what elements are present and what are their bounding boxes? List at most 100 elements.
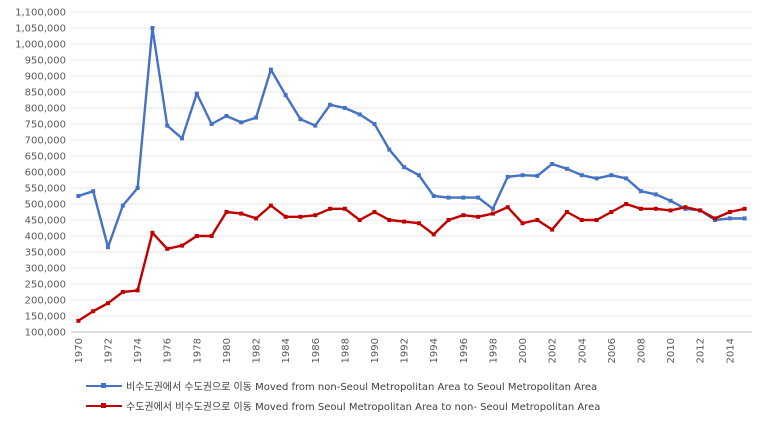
series-1-point-1977: [180, 136, 185, 141]
series-1-point-1996: [461, 195, 466, 200]
series-2-point-1970: [76, 318, 81, 323]
series-2-point-2003: [564, 210, 569, 214]
x-tick-label-1998: 1998: [488, 338, 499, 363]
legend-label-series-1: 비수도권에서 수도권으로 이동 Moved from non-Seoul Met…: [126, 382, 598, 393]
series-1-point-1995: [446, 195, 451, 200]
series-2-point-1984: [283, 214, 288, 219]
series-2-point-2007: [624, 202, 629, 206]
x-tick-label-2002: 2002: [548, 338, 559, 363]
series-1-point-2007: [624, 176, 629, 181]
series-2-point-2002: [550, 227, 555, 232]
x-tick-label-1978: 1978: [192, 338, 203, 363]
y-tick-label-14: 800,000: [25, 104, 66, 115]
series-1-point-2000: [520, 173, 525, 178]
x-tick-label-2012: 2012: [696, 338, 707, 363]
series-1-point-2006: [609, 173, 614, 178]
legend-item-series-1: 비수도권에서 수도권으로 이동 Moved from non-Seoul Met…: [86, 378, 597, 393]
series-1-point-2015: [742, 216, 747, 221]
y-tick-label-20: 1,100,000: [15, 8, 66, 19]
series-1-point-1980: [224, 114, 229, 118]
y-tick-label-1: 150,000: [25, 312, 66, 323]
x-tick-label-1984: 1984: [281, 338, 292, 363]
legend-label-series-2: 수도권에서 비수도권으로 이동 Moved from Seoul Metropo…: [126, 402, 601, 413]
series-2-point-2001: [535, 218, 540, 222]
y-tick-label-2: 200,000: [25, 296, 66, 307]
y-tick-label-19: 1,050,000: [15, 24, 66, 35]
series-1-point-1984: [283, 93, 288, 98]
x-tick-label-1972: 1972: [104, 338, 115, 363]
series-2-point-1976: [165, 246, 170, 251]
series-2-point-1993: [416, 221, 421, 226]
series-1-point-1982: [254, 115, 259, 120]
series-1-point-2003: [564, 166, 569, 171]
series-2-point-2005: [594, 218, 599, 222]
series-2-point-1992: [402, 219, 407, 224]
series-1-point-2010: [668, 198, 673, 203]
series-2-point-2015: [742, 206, 747, 211]
series-2-point-2011: [683, 205, 688, 210]
series-2-point-1986: [313, 213, 318, 218]
series-1-line: [78, 26, 745, 249]
series-2-point-1994: [431, 232, 436, 237]
series-2-point-1973: [120, 290, 125, 294]
series-1-point-1983: [268, 67, 273, 72]
x-tick-label-1980: 1980: [222, 338, 233, 363]
y-tick-label-17: 950,000: [25, 56, 66, 67]
series-2-line: [77, 202, 745, 322]
legend-item-series-2: 수도권에서 비수도권으로 이동 Moved from Seoul Metropo…: [86, 398, 600, 413]
legend-swatch-series-1: [86, 380, 122, 392]
x-tick-label-1970: 1970: [74, 338, 85, 363]
series-1-point-2014: [727, 216, 732, 221]
series-2-point-2012: [698, 208, 703, 213]
series-2-point-1991: [387, 218, 392, 222]
x-tick-label-2010: 2010: [666, 338, 677, 363]
series-1-point-1987: [328, 102, 333, 107]
y-tick-label-12: 700,000: [25, 136, 66, 147]
series-2-point-2004: [579, 218, 584, 222]
y-tick-label-5: 350,000: [25, 248, 66, 259]
series-1-point-1985: [298, 117, 303, 122]
x-tick-label-2000: 2000: [518, 338, 529, 363]
series-1-point-2002: [550, 162, 555, 166]
series-2-point-1990: [372, 210, 377, 214]
x-tick-label-2014: 2014: [725, 338, 736, 363]
series-2-point-1982: [254, 216, 259, 221]
x-axis-tick-labels: 1970 1972 1974 1976 1978 1980 1982 1984 1986 1988…: [74, 338, 736, 363]
y-tick-label-6: 400,000: [25, 232, 66, 243]
series-1-point-1978: [194, 91, 199, 96]
series-1-point-1997: [476, 195, 481, 200]
series-1-point-2004: [579, 173, 584, 178]
y-tick-label-0: 100,000: [25, 328, 66, 339]
series-2-point-1985: [298, 214, 303, 219]
series-2-point-1971: [91, 309, 96, 314]
y-tick-label-15: 850,000: [25, 88, 66, 99]
x-tick-label-1986: 1986: [311, 338, 322, 363]
series-2-point-1999: [505, 205, 510, 210]
series-2-point-1977: [180, 243, 185, 248]
series-2-point-2010: [668, 208, 673, 213]
series-2-point-1974: [135, 288, 140, 293]
y-tick-label-16: 900,000: [25, 72, 66, 83]
series-1-point-1994: [431, 194, 436, 198]
series-2-point-1980: [224, 210, 229, 214]
y-tick-label-8: 500,000: [25, 200, 66, 211]
series-1-point-1999: [505, 174, 510, 179]
series-2-point-1981: [239, 211, 244, 216]
x-tick-label-2004: 2004: [577, 338, 588, 363]
series-1-point-2005: [594, 176, 599, 181]
series-2-point-1975: [150, 230, 155, 235]
series-lines: [76, 26, 747, 323]
series-2-point-1997: [476, 214, 481, 219]
y-tick-label-9: 550,000: [25, 184, 66, 195]
x-tick-label-1974: 1974: [133, 338, 144, 363]
series-1-point-1976: [165, 123, 170, 128]
y-tick-label-4: 300,000: [25, 264, 66, 275]
y-tick-label-18: 1,000,000: [15, 40, 66, 51]
series-2-point-1998: [490, 211, 495, 216]
series-1-point-2008: [638, 189, 643, 194]
series-2-point-2006: [609, 210, 614, 214]
y-tick-label-11: 650,000: [25, 152, 66, 163]
x-tick-label-1982: 1982: [252, 338, 263, 363]
series-1-point-1973: [120, 203, 125, 208]
